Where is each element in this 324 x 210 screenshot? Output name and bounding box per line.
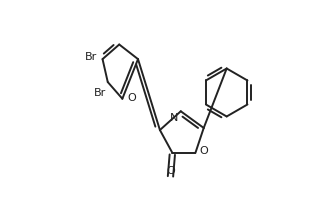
Text: O: O — [200, 146, 208, 156]
Text: O: O — [128, 93, 136, 103]
Text: O: O — [166, 166, 175, 176]
Text: N: N — [170, 113, 179, 123]
Text: Br: Br — [93, 88, 106, 98]
Text: Br: Br — [85, 52, 97, 62]
